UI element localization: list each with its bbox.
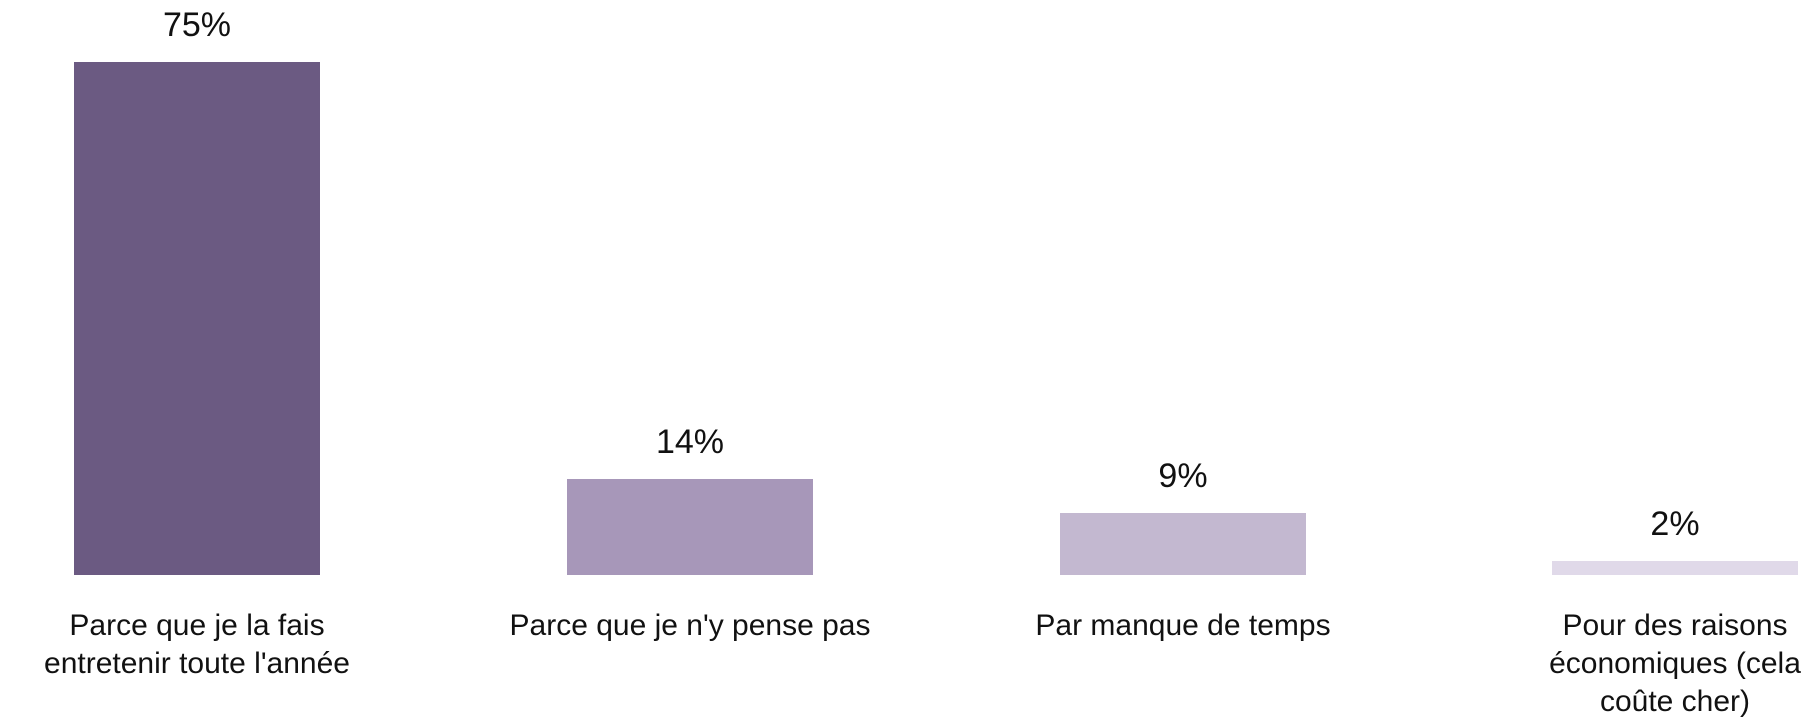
category-label: Parce que je la fais entretenir toute l'…: [44, 609, 350, 680]
bar: [1552, 561, 1798, 575]
category-label: Parce que je n'y pense pas: [509, 609, 871, 642]
value-label: 75%: [162, 6, 232, 44]
value-label: 2%: [1650, 505, 1700, 544]
bar: [567, 479, 813, 575]
value-label: 14%: [655, 423, 725, 462]
category-label: Par manque de temps: [1035, 609, 1331, 642]
bar: [74, 62, 320, 575]
category-label: Pour des raisons économiques (cela coûte…: [1549, 609, 1801, 718]
value-label: 9%: [1158, 457, 1208, 496]
bar: [1060, 513, 1306, 575]
